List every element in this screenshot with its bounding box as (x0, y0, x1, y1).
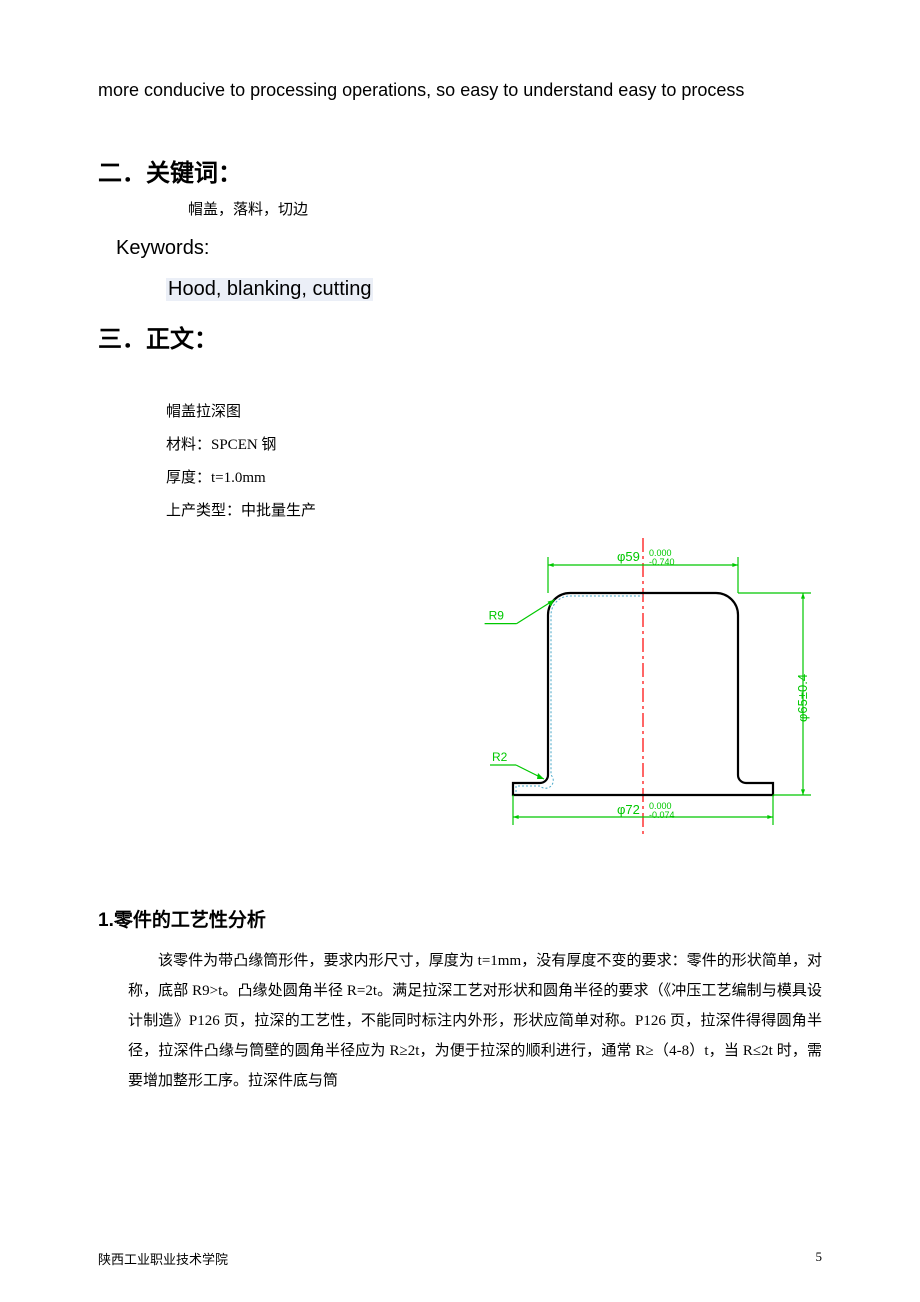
spec-line: 上产类型：中批量生产 (166, 495, 822, 528)
svg-text:R9: R9 (489, 609, 505, 623)
svg-text:φ72: φ72 (617, 802, 640, 817)
keywords-en: Hood, blanking, cutting (166, 278, 373, 301)
intro-text: more conducive to processing operations,… (98, 80, 822, 101)
subsection1-para: 该零件为带凸缘筒形件，要求内形尺寸，厚度为 t=1mm，没有厚度不变的要求：零件… (128, 946, 822, 1096)
svg-text:R2: R2 (492, 750, 508, 764)
svg-text:φ65±0.4: φ65±0.4 (795, 674, 810, 722)
footer-page-number: 5 (816, 1249, 823, 1268)
section2-heading: 二．关键词： (98, 153, 822, 188)
engineering-diagram: φ590.000-0.740R9R2φ65±0.4φ720.000-0.074 (438, 538, 822, 843)
svg-text:-0.740: -0.740 (649, 557, 675, 567)
svg-text:φ59: φ59 (617, 549, 640, 564)
svg-text:-0.074: -0.074 (649, 810, 675, 820)
spec-line: 帽盖拉深图 (166, 396, 822, 429)
keywords-label-en: Keywords: (116, 237, 822, 260)
section3-heading: 三．正文： (98, 319, 822, 354)
spec-line: 厚度：t=1.0mm (166, 462, 822, 495)
subsection1-heading: 1.零件的工艺性分析 (98, 905, 822, 932)
footer-institution: 陕西工业职业技术学院 (98, 1249, 228, 1268)
spec-block: 帽盖拉深图 材料：SPCEN 钢 厚度：t=1.0mm 上产类型：中批量生产 (166, 396, 822, 528)
spec-line: 材料：SPCEN 钢 (166, 429, 822, 462)
keywords-cn: 帽盖，落料，切边 (188, 198, 822, 219)
